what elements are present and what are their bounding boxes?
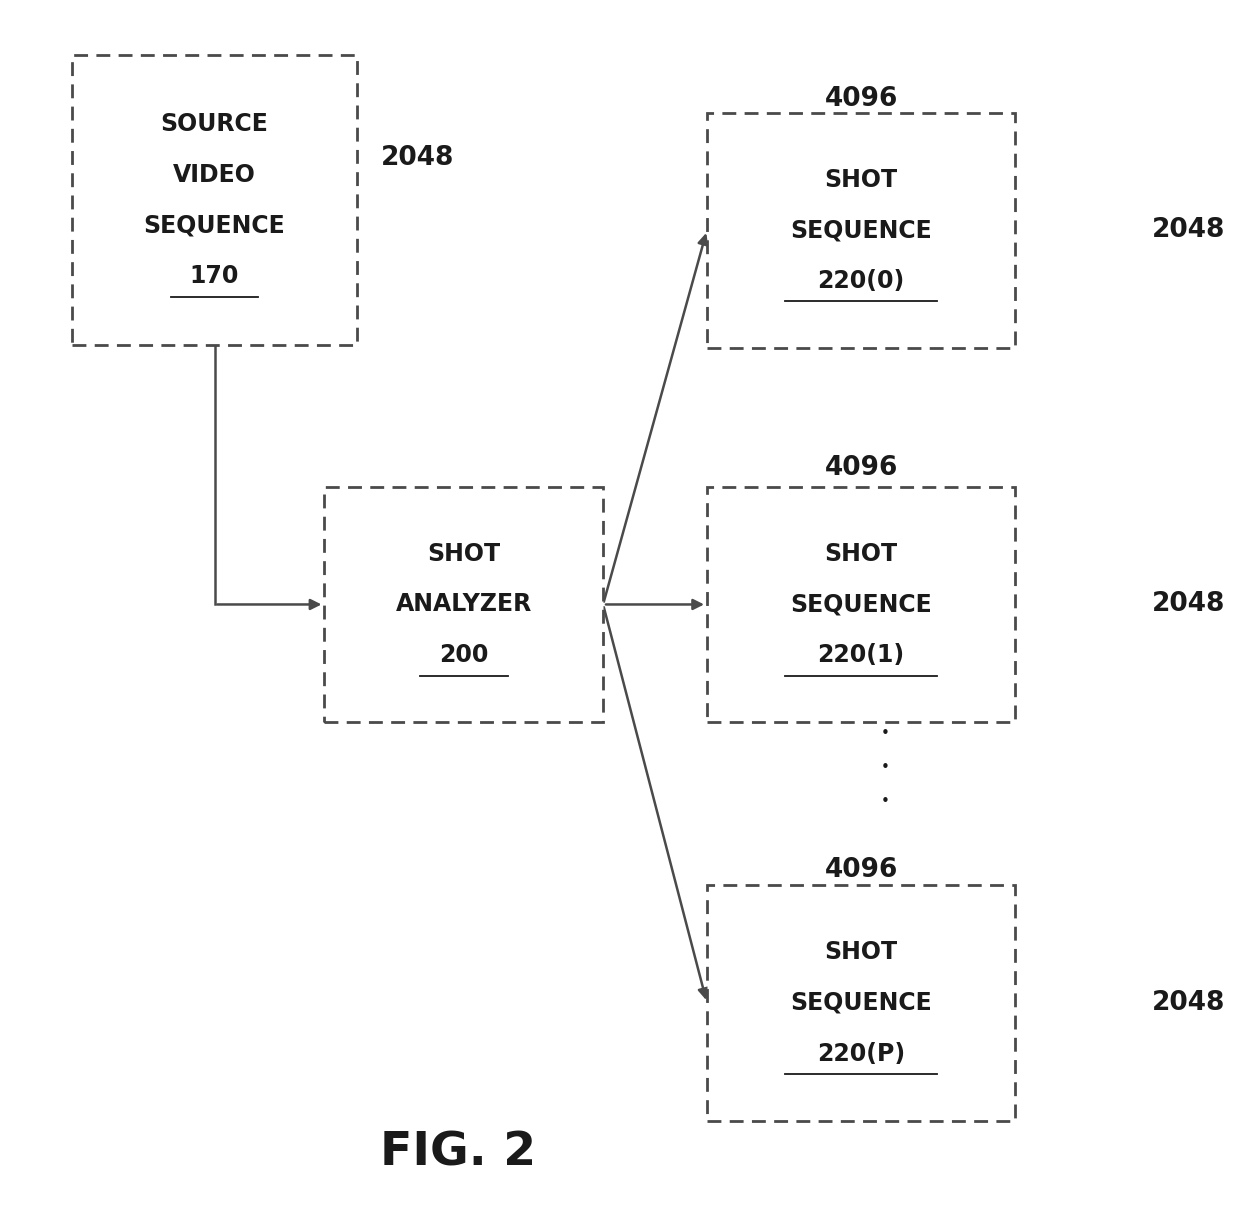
Text: SHOT: SHOT <box>825 167 898 192</box>
Text: 2048: 2048 <box>1152 217 1225 243</box>
Text: 2048: 2048 <box>1152 591 1225 618</box>
Text: •: • <box>880 759 889 775</box>
Bar <box>72 55 357 346</box>
Text: 4096: 4096 <box>825 455 898 481</box>
Text: SEQUENCE: SEQUENCE <box>790 219 932 242</box>
Text: 4096: 4096 <box>825 857 898 883</box>
Bar <box>707 487 1016 722</box>
Text: SEQUENCE: SEQUENCE <box>144 214 285 237</box>
Text: SOURCE: SOURCE <box>161 112 269 136</box>
Text: 220(1): 220(1) <box>817 643 905 667</box>
Text: 170: 170 <box>190 264 239 288</box>
Text: SEQUENCE: SEQUENCE <box>790 990 932 1015</box>
Text: 2048: 2048 <box>381 145 454 171</box>
Text: SHOT: SHOT <box>825 542 898 565</box>
Text: 220(0): 220(0) <box>817 269 905 293</box>
Bar <box>325 487 603 722</box>
Text: SEQUENCE: SEQUENCE <box>790 592 932 617</box>
Text: 2048: 2048 <box>1152 990 1225 1016</box>
Text: 200: 200 <box>439 643 489 667</box>
Bar <box>707 885 1016 1121</box>
Text: FIG. 2: FIG. 2 <box>379 1131 536 1176</box>
Text: •: • <box>880 794 889 808</box>
Text: 4096: 4096 <box>825 85 898 111</box>
Text: ANALYZER: ANALYZER <box>396 592 532 617</box>
Text: SHOT: SHOT <box>825 940 898 965</box>
Text: •: • <box>880 726 889 741</box>
Text: VIDEO: VIDEO <box>174 162 255 187</box>
Text: SHOT: SHOT <box>427 542 500 565</box>
Text: 220(P): 220(P) <box>817 1042 905 1066</box>
Bar <box>707 112 1016 348</box>
